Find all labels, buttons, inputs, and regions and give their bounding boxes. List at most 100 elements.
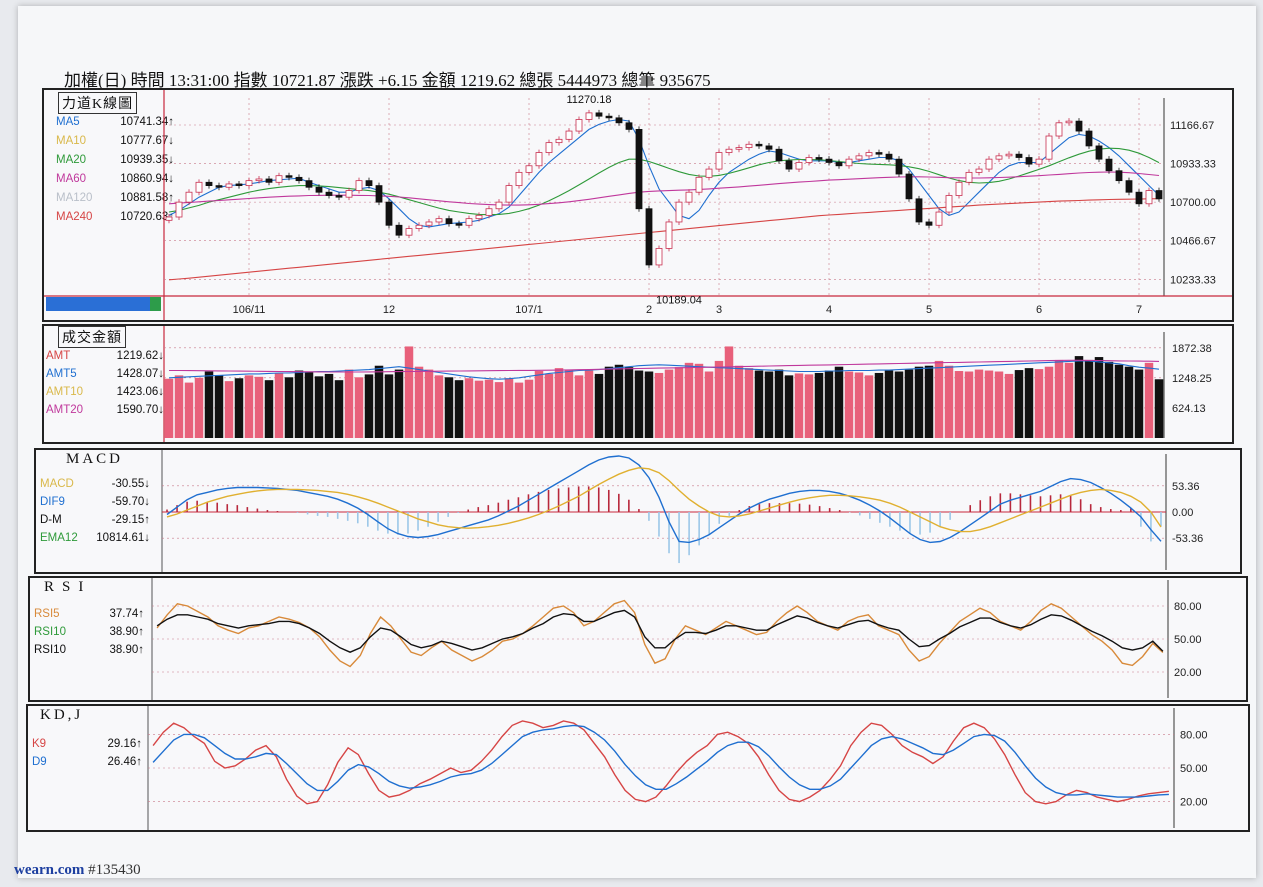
macd-legend-row: MACD -30.55↓ xyxy=(40,478,150,496)
macd-histogram-bar xyxy=(788,503,791,512)
macd-histogram-bar xyxy=(1089,504,1092,512)
macd-histogram-bar xyxy=(899,512,901,531)
kline-legend-value: 10939.35↓ xyxy=(120,154,174,166)
volume-chart[interactable]: 1872.38 1248.25 624.13 xyxy=(44,326,1232,442)
kd-k9-line xyxy=(152,720,1169,805)
kd-legend-name: D9 xyxy=(32,756,47,768)
volume-bar xyxy=(874,372,884,438)
kline-candle xyxy=(1145,190,1153,205)
macd-histogram-bar xyxy=(557,488,560,512)
macd-histogram-bar xyxy=(949,512,951,520)
rsi-legend-name: RSI10 xyxy=(34,626,66,638)
kline-candle xyxy=(595,112,603,117)
kline-legend-name: MA10 xyxy=(56,135,87,147)
volume-bar xyxy=(204,371,214,438)
footer-site: wearn.com xyxy=(14,862,85,878)
macd-histogram-bar xyxy=(176,505,178,512)
volume-bar xyxy=(754,370,764,438)
kline-candle xyxy=(315,186,323,193)
rsi-panel[interactable]: RSI RSI5 37.74↑ RSI10 38.90↑ RSI10 38.90↑ 80.… xyxy=(28,576,1248,702)
kline-legend-row: MA60 10860.94↓ xyxy=(56,173,174,192)
macd-histogram-bar xyxy=(909,512,911,534)
macd-y-tick: 0.00 xyxy=(1172,507,1193,519)
volume-bar xyxy=(304,371,314,438)
volume-bar xyxy=(334,380,344,438)
volume-bar xyxy=(1114,364,1124,438)
volume-bar xyxy=(244,375,254,438)
macd-histogram-bar xyxy=(999,493,1002,512)
macd-histogram-bar xyxy=(668,512,670,554)
kline-candle xyxy=(375,185,383,203)
macd-histogram-bar xyxy=(738,510,741,512)
kline-legend-value: 10777.67↓ xyxy=(120,135,174,147)
volume-bar xyxy=(254,376,264,438)
kline-candle xyxy=(815,157,823,160)
kline-legend-value: 10881.58↑ xyxy=(120,192,174,204)
kline-candle xyxy=(745,143,753,148)
macd-histogram-bar xyxy=(688,512,690,556)
volume-bar xyxy=(374,365,384,438)
volume-panel[interactable]: 成交金額 AMT 1219.62↓ AMT5 1428.07↓ AMT10 1423.06… xyxy=(42,324,1234,444)
rsi-chart[interactable]: 80.00 50.00 20.00 xyxy=(30,578,1246,700)
macd-histogram-bar xyxy=(607,489,610,512)
kd-legend-name: K9 xyxy=(32,738,47,750)
macd-histogram-bar xyxy=(477,507,480,512)
volume-bar xyxy=(654,372,664,438)
kd-chart[interactable]: 80.00 50.00 20.00 xyxy=(28,706,1248,830)
volume-y-tick: 1872.38 xyxy=(1172,343,1212,355)
macd-histogram-bar xyxy=(1009,493,1012,512)
kline-candle xyxy=(195,181,203,193)
rsi-legend-name: RSI5 xyxy=(34,608,60,620)
volume-y-tick: 624.13 xyxy=(1172,403,1206,415)
kline-legend-name: MA60 xyxy=(56,173,87,185)
volume-bar xyxy=(484,379,494,438)
kline-candle xyxy=(175,201,183,218)
volume-bar xyxy=(774,369,784,438)
kline-candle xyxy=(1025,157,1033,165)
kline-candle xyxy=(665,221,673,249)
kline-candle xyxy=(615,117,623,124)
macd-histogram-bar xyxy=(256,508,259,512)
macd-legend-row: DIF9 -59.70↓ xyxy=(40,496,150,514)
macd-panel[interactable]: MACD MACD -30.55↓ DIF9 -59.70↓ D-M -29.15↑ EMA… xyxy=(34,448,1242,574)
kline-candle xyxy=(405,228,413,236)
kd-panel[interactable]: KD,J K9 29.16↑ D9 26.46↑ 80.00 50.00 20.00 xyxy=(26,704,1250,832)
volume-bar xyxy=(904,369,914,438)
macd-histogram-bar xyxy=(1069,495,1072,512)
kline-candle xyxy=(335,195,343,198)
macd-histogram-bar xyxy=(387,512,389,534)
kline-candle xyxy=(475,214,483,220)
kline-x-tick: 3 xyxy=(716,304,722,316)
volume-legend-value: 1423.06↓ xyxy=(116,386,164,398)
macd-histogram-bar xyxy=(336,512,339,519)
kline-legend-value: 10741.34↑ xyxy=(120,116,174,128)
kline-legend-name: MA20 xyxy=(56,154,87,166)
macd-chart[interactable]: 53.36 0.00 -53.36 xyxy=(36,450,1240,572)
volume-legend-name: AMT5 xyxy=(46,368,77,380)
kline-candle xyxy=(165,216,173,221)
volume-bar xyxy=(544,373,554,438)
kline-y-tick: 10466.67 xyxy=(1170,236,1216,248)
macd-histogram-bar xyxy=(658,512,660,537)
macd-histogram-bar xyxy=(628,499,630,512)
volume-bar xyxy=(684,362,694,438)
kline-candle xyxy=(915,198,923,223)
kline-candle xyxy=(415,224,423,229)
kline-legend-value: 10860.94↓ xyxy=(120,173,174,185)
kline-candle xyxy=(1125,180,1133,193)
kline-candle xyxy=(235,183,243,187)
macd-histogram-bar xyxy=(728,512,731,516)
macd-histogram-bar xyxy=(206,502,208,512)
kline-chart[interactable]: 11166.67 10933.33 10700.00 10466.67 10233.33… xyxy=(44,90,1232,320)
macd-histogram-bar xyxy=(296,512,299,513)
kline-x-tick: 106/11 xyxy=(233,304,266,316)
volume-bar xyxy=(594,373,604,438)
volume-bar xyxy=(664,369,674,438)
volume-bar xyxy=(844,371,854,438)
kline-panel[interactable]: 力道K線圖 MA5 10741.34↑ MA10 10777.67↓ MA20 10939… xyxy=(42,88,1234,322)
kline-candle xyxy=(565,130,573,140)
volume-bar xyxy=(1064,362,1074,438)
macd-histogram-bar xyxy=(597,487,600,512)
volume-bar xyxy=(674,367,684,438)
kline-candle xyxy=(625,122,633,130)
